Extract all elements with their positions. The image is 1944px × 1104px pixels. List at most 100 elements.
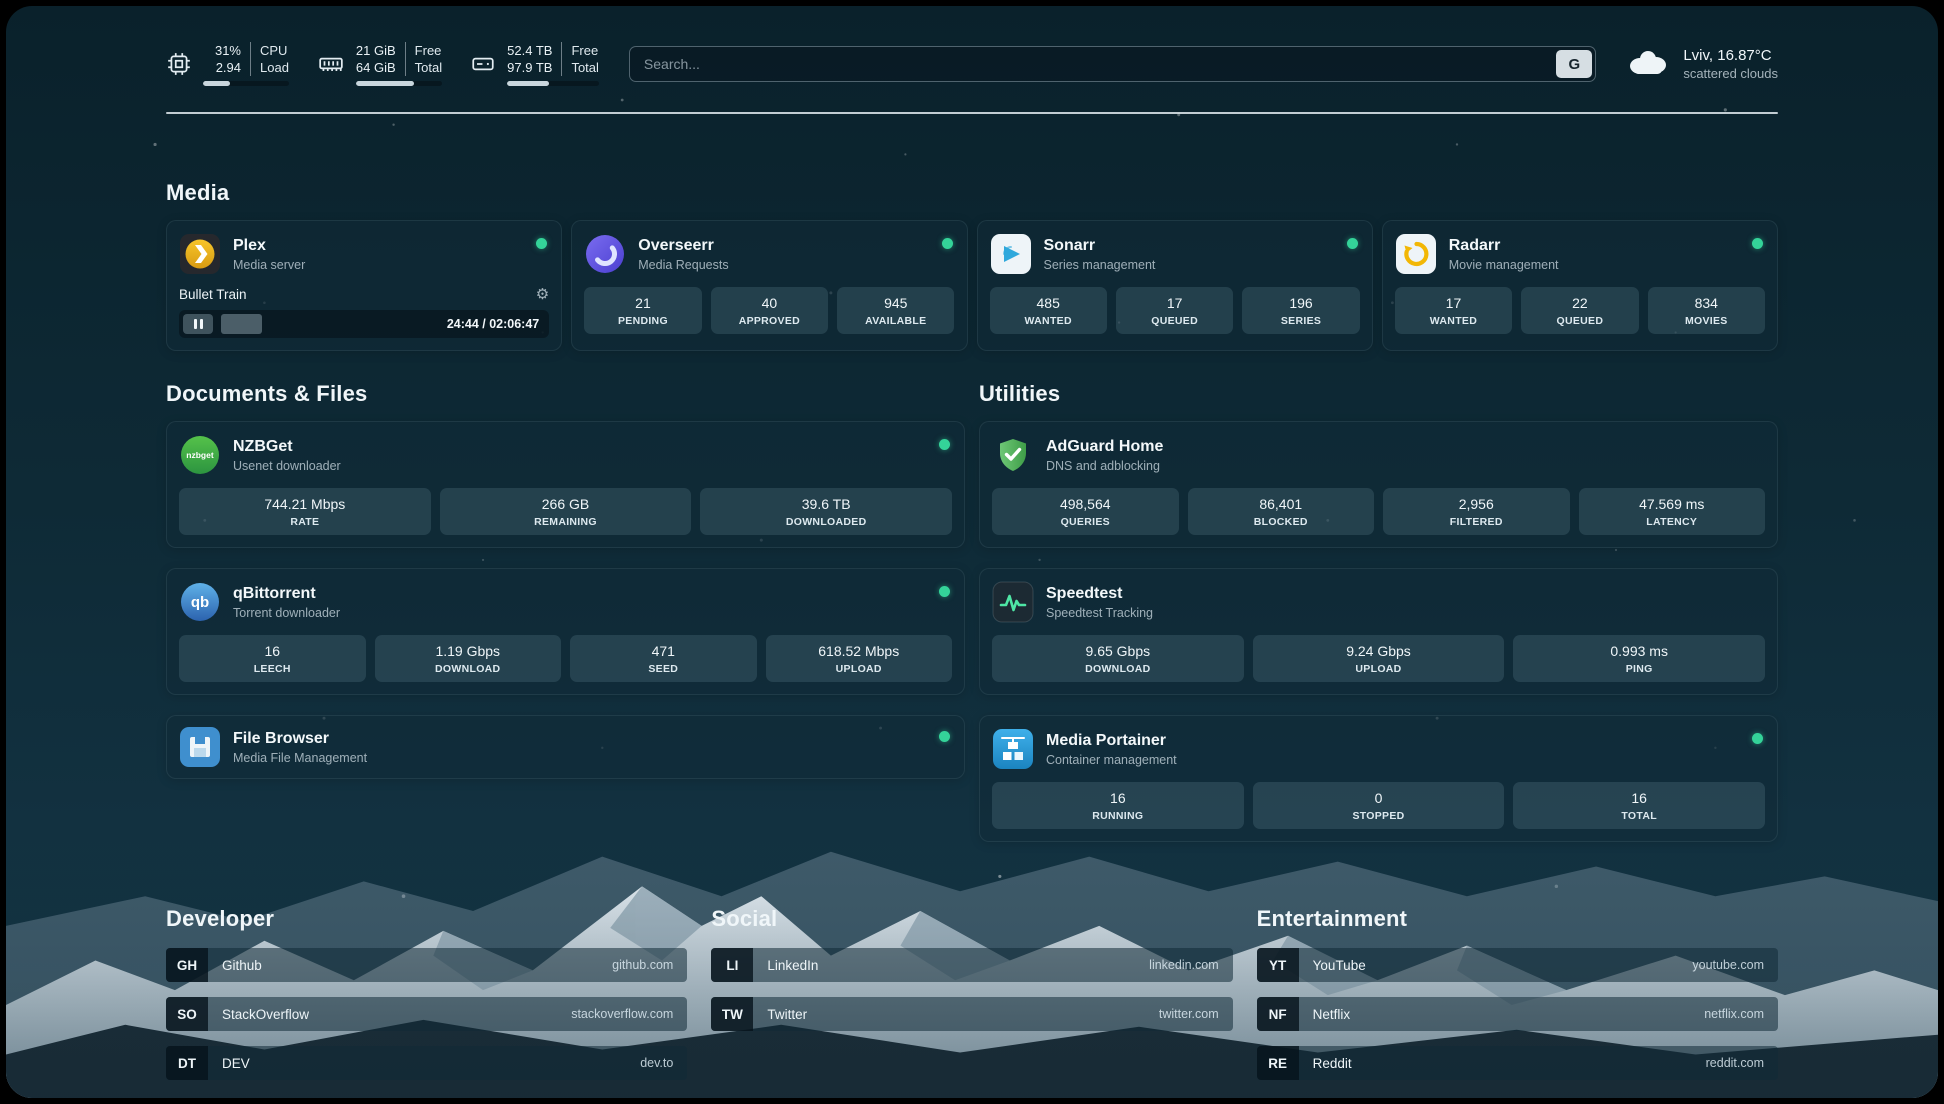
svg-text:nzbget: nzbget <box>186 450 214 460</box>
app-subtitle-overseerr: Media Requests <box>638 258 728 272</box>
bookmark-url: linkedin.com <box>1149 958 1218 972</box>
app-card-plex[interactable]: Plex Media server Bullet Train ⚙ <box>166 220 562 351</box>
disk-icon <box>470 51 496 77</box>
stat-stopped: 0 STOPPED <box>1253 782 1505 829</box>
section-title-developer: Developer <box>166 906 687 932</box>
dashboard-screen: 31% CPU 2.94 Load <box>6 6 1938 1098</box>
bookmark-name: Netflix <box>1313 1007 1351 1022</box>
app-name-filebrowser: File Browser <box>233 730 367 748</box>
app-card-speedtest[interactable]: Speedtest Speedtest Tracking 9.65 Gbps D… <box>979 568 1778 695</box>
sonarr-icon <box>990 233 1032 275</box>
ram-label-2: Total <box>406 59 442 76</box>
bookmark-youtube[interactable]: YT YouTube youtube.com <box>1257 948 1778 982</box>
status-dot-nzbget <box>939 439 950 450</box>
weather-widget: Lviv, 16.87°C scattered clouds <box>1626 46 1778 83</box>
section-title-documents: Documents & Files <box>166 381 965 407</box>
overseerr-icon <box>584 233 626 275</box>
system-stats: 31% CPU 2.94 Load <box>166 42 599 86</box>
nzbget-icon: nzbget <box>179 434 221 476</box>
app-subtitle-portainer: Container management <box>1046 753 1177 767</box>
stat-wanted: 17 WANTED <box>1395 287 1512 334</box>
now-playing-title: Bullet Train <box>179 287 247 302</box>
bookmark-name: Twitter <box>767 1007 807 1022</box>
status-dot-qbittorrent <box>939 586 950 597</box>
app-name-sonarr: Sonarr <box>1044 237 1156 255</box>
bookmark-reddit[interactable]: RE Reddit reddit.com <box>1257 1046 1778 1080</box>
app-card-qbittorrent[interactable]: qb qBittorrent Torrent downloader <box>166 568 965 695</box>
app-card-radarr[interactable]: Radarr Movie management 17 WANTED 22 QUE… <box>1382 220 1778 351</box>
app-subtitle-plex: Media server <box>233 258 305 272</box>
playback-time: 24:44 / 02:06:47 <box>447 317 545 331</box>
adguard-icon <box>992 434 1034 476</box>
stat-remaining: 266 GB REMAINING <box>440 488 692 535</box>
bookmark-name: Github <box>222 958 262 973</box>
stat-ping: 0.993 ms PING <box>1513 635 1765 682</box>
app-subtitle-sonarr: Series management <box>1044 258 1156 272</box>
gear-icon[interactable]: ⚙ <box>536 285 549 303</box>
bookmark-abbr: YT <box>1257 948 1299 982</box>
section-title-entertainment: Entertainment <box>1257 906 1778 932</box>
stat-wanted: 485 WANTED <box>990 287 1107 334</box>
bookmark-abbr: SO <box>166 997 208 1031</box>
app-card-nzbget[interactable]: nzbget NZBGet Usenet downloader 74 <box>166 421 965 548</box>
bookmark-abbr: TW <box>711 997 753 1031</box>
disk-label-2: Total <box>562 59 598 76</box>
filebrowser-icon <box>179 726 221 768</box>
bookmark-name: DEV <box>222 1056 250 1071</box>
bookmark-name: StackOverflow <box>222 1007 309 1022</box>
search-bar[interactable]: G <box>629 46 1596 82</box>
disk-usage-bar-fill <box>507 81 549 86</box>
bookmark-url: twitter.com <box>1159 1007 1219 1021</box>
top-bar: 31% CPU 2.94 Load <box>166 42 1778 86</box>
search-input[interactable] <box>644 56 1556 72</box>
bookmark-name: YouTube <box>1313 958 1366 973</box>
bookmark-abbr: GH <box>166 948 208 982</box>
stat-seed: 471 SEED <box>570 635 757 682</box>
bookmark-stackoverflow[interactable]: SO StackOverflow stackoverflow.com <box>166 997 687 1031</box>
app-name-speedtest: Speedtest <box>1046 585 1153 603</box>
stat-queries: 498,564 QUERIES <box>992 488 1179 535</box>
bookmark-name: Reddit <box>1313 1056 1352 1071</box>
app-subtitle-speedtest: Speedtest Tracking <box>1046 606 1153 620</box>
bookmark-twitter[interactable]: TW Twitter twitter.com <box>711 997 1232 1031</box>
app-card-adguard[interactable]: AdGuard Home DNS and adblocking 498,564 … <box>979 421 1778 548</box>
status-dot-overseerr <box>942 238 953 249</box>
disk-label-1: Free <box>562 42 598 59</box>
ram-total-value: 64 GiB <box>356 59 406 76</box>
app-subtitle-adguard: DNS and adblocking <box>1046 459 1163 473</box>
stat-running: 16 RUNNING <box>992 782 1244 829</box>
app-card-overseerr[interactable]: Overseerr Media Requests 21 PENDING 40 A… <box>571 220 967 351</box>
weather-condition: scattered clouds <box>1683 66 1778 81</box>
stat-total: 16 TOTAL <box>1513 782 1765 829</box>
app-subtitle-radarr: Movie management <box>1449 258 1559 272</box>
ram-usage-bar <box>356 81 442 86</box>
plex-player: 24:44 / 02:06:47 <box>179 310 549 338</box>
bookmark-name: LinkedIn <box>767 958 818 973</box>
cpu-widget: 31% CPU 2.94 Load <box>166 42 289 86</box>
stat-latency: 47.569 ms LATENCY <box>1579 488 1766 535</box>
app-subtitle-nzbget: Usenet downloader <box>233 459 341 473</box>
bookmark-url: stackoverflow.com <box>571 1007 673 1021</box>
bookmark-abbr: RE <box>1257 1046 1299 1080</box>
bookmark-dev[interactable]: DT DEV dev.to <box>166 1046 687 1080</box>
plex-icon <box>179 233 221 275</box>
search-engine-button[interactable]: G <box>1556 50 1592 78</box>
bookmark-url: dev.to <box>640 1056 673 1070</box>
app-card-portainer[interactable]: Media Portainer Container management 16 … <box>979 715 1778 842</box>
app-name-portainer: Media Portainer <box>1046 732 1177 750</box>
stat-pending: 21 PENDING <box>584 287 701 334</box>
stat-download: 9.65 Gbps DOWNLOAD <box>992 635 1244 682</box>
disk-total-value: 97.9 TB <box>507 59 562 76</box>
playback-progress-track[interactable] <box>221 314 439 334</box>
pause-button[interactable] <box>183 314 213 334</box>
qbittorrent-icon: qb <box>179 581 221 623</box>
bookmark-linkedin[interactable]: LI LinkedIn linkedin.com <box>711 948 1232 982</box>
app-name-radarr: Radarr <box>1449 237 1559 255</box>
radarr-icon <box>1395 233 1437 275</box>
app-card-sonarr[interactable]: Sonarr Series management 485 WANTED 17 Q… <box>977 220 1373 351</box>
pause-bar <box>194 319 197 329</box>
disk-usage-bar <box>507 81 599 86</box>
bookmark-netflix[interactable]: NF Netflix netflix.com <box>1257 997 1778 1031</box>
bookmark-github[interactable]: GH Github github.com <box>166 948 687 982</box>
app-card-filebrowser[interactable]: File Browser Media File Management <box>166 715 965 779</box>
